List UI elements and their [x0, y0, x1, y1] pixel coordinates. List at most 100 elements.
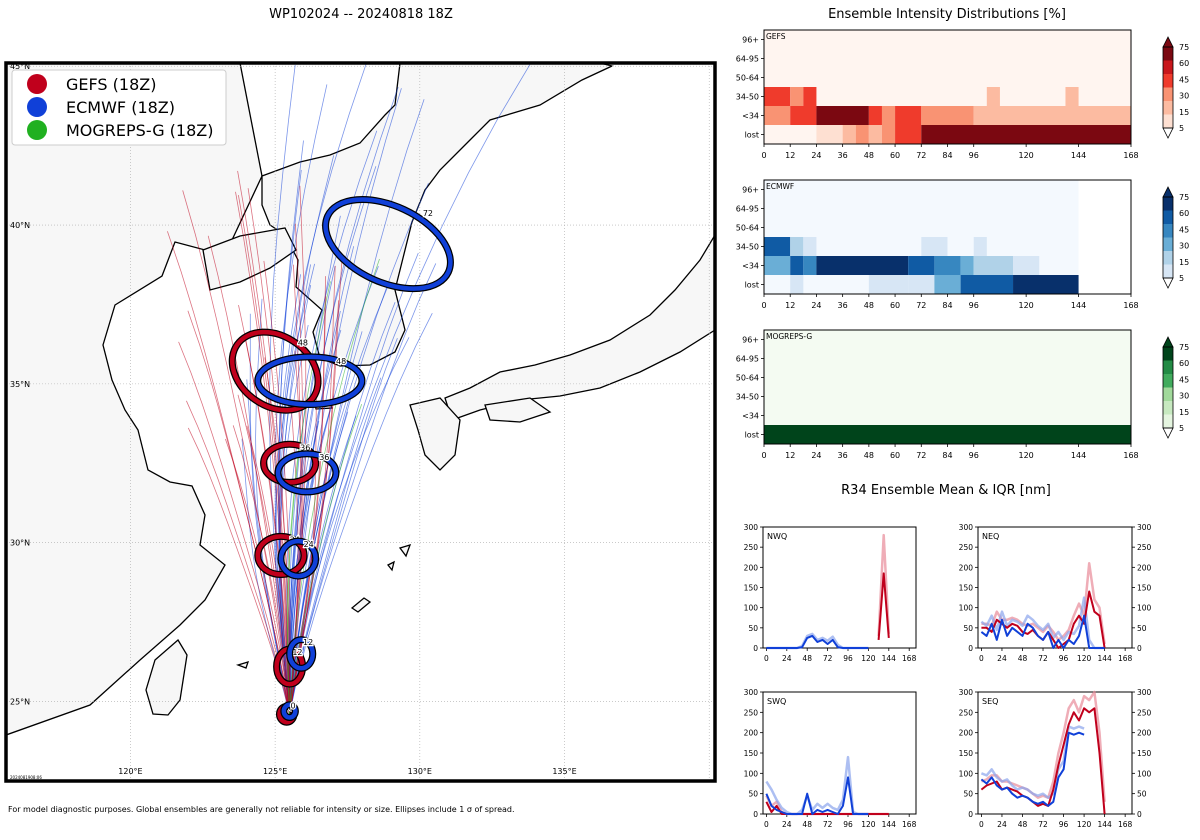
r34-y-tick-label: 250 [744, 708, 759, 717]
r34-x-tick-label: 48 [1018, 820, 1028, 829]
heatmap-gefs: 96+ 64-95 50-64 34-50 <34 lost GEFS 0 12 24 36 48 60… [736, 29, 1189, 160]
r34-y-tick-label: 200 [1137, 563, 1152, 572]
legend-marker-gefs [27, 74, 47, 94]
r34-y-tick-label: 0 [968, 810, 973, 819]
heatmap-x-tick-label: 48 [864, 151, 874, 160]
colorbar-tick-label: 60 [1179, 209, 1189, 218]
ellipse-hour-label: 12 [303, 638, 313, 647]
land-masses [6, 63, 715, 736]
heatmap-cell [790, 256, 804, 275]
heatmap-cell [790, 237, 804, 256]
colorbar-segment [1163, 74, 1173, 88]
r34-panel-nwq: NWQ 0 24 48 72 96 120 144 168 0 50 100 150 200 250 300 [744, 523, 917, 663]
colorbar-segment [1163, 414, 1173, 428]
heatmap-row-label: 64-95 [736, 355, 759, 364]
r34-y-tick-label: 50 [748, 790, 758, 799]
r34-y-tick-label: 300 [744, 523, 759, 532]
colorbar-tick-label: 15 [1179, 408, 1189, 417]
colorbar-tick-label: 60 [1179, 59, 1189, 68]
colorbar-segment [1163, 360, 1173, 374]
ensemble-track [289, 396, 317, 715]
heatmap-cell [816, 125, 843, 144]
r34-x-tick-label: 120 [1077, 654, 1092, 663]
ellipse-hour-label: 0 [291, 702, 296, 711]
r34-y-tick-label: 300 [1137, 523, 1152, 532]
heatmap-cell [960, 275, 1014, 294]
heatmap-row-label: lost [745, 281, 759, 290]
ensemble-track [178, 341, 290, 715]
colorbar-extend-min [1162, 277, 1174, 289]
heatmap-x-tick-label: 36 [838, 451, 848, 460]
lat-tick-label: 30°N [10, 539, 30, 548]
colorbar-tick-label: 75 [1179, 43, 1189, 52]
r34-x-tick-label: 48 [802, 654, 812, 663]
r34-x-tick-label: 168 [1118, 654, 1133, 663]
land-taiwan [145, 639, 188, 716]
heatmap-cell [790, 87, 804, 106]
ellipse-ecmwf [323, 197, 453, 291]
heatmap-row-label: 64-95 [736, 55, 759, 64]
lat-tick-label: 40°N [10, 221, 30, 230]
heatmap-panel-label: ECMWF [766, 182, 794, 191]
colorbar-segment [1163, 224, 1173, 238]
lon-tick-label: 135°E [552, 767, 576, 776]
heatmap-row-label: 34-50 [736, 93, 759, 102]
heatmap-row-label: 34-50 [736, 243, 759, 252]
heatmap-x-tick-label: 72 [916, 301, 926, 310]
colorbar-extend-min [1162, 127, 1174, 139]
heatmap-cell [1013, 256, 1040, 275]
heatmap-cell [868, 275, 909, 294]
intensity-heatmaps: 96+ 64-95 50-64 34-50 <34 lost GEFS 0 12 24 36 48 60… [736, 29, 1189, 460]
heatmap-cell [764, 256, 791, 275]
land-japan-kyushu [409, 397, 461, 471]
r34-y-tick-label: 0 [753, 810, 758, 819]
ellipse-gefs [261, 441, 318, 485]
heatmap-x-tick-label: 144 [1071, 451, 1086, 460]
r34-y-tick-label: 50 [963, 790, 973, 799]
heatmap-panel-label: GEFS [766, 32, 786, 41]
r34-x-tick-label: 72 [823, 654, 833, 663]
r34-frame [762, 526, 917, 649]
r34-y-tick-label: 250 [959, 543, 974, 552]
map-frame [4, 61, 717, 783]
legend-label-ecmwf: ECMWF (18Z) [66, 98, 175, 117]
ensemble-track [207, 235, 290, 715]
heatmap-cell [764, 106, 791, 125]
r34-x-tick-label: 72 [1038, 820, 1048, 829]
colorbar-segment [1163, 87, 1173, 101]
ensemble-track [289, 338, 398, 715]
r34-y-tick-label: 200 [959, 563, 974, 572]
heatmap-mogreps-g: 96+ 64-95 50-64 34-50 <34 lost MOGREPS-G 0 12 24 3… [736, 329, 1189, 460]
r34-x-tick-label: 96 [843, 654, 853, 663]
ensemble-tracks [167, 63, 531, 715]
heatmap-x-tick-label: 60 [890, 151, 900, 160]
heatmap-x-tick-label: 12 [785, 451, 795, 460]
heatmap-x-tick-label: 144 [1071, 151, 1086, 160]
ensemble-track [238, 195, 290, 715]
heatmap-cell [921, 125, 1131, 144]
lat-tick-label: 45°N [10, 62, 30, 71]
heatmap-cell [764, 425, 1131, 444]
r34-y-tick-label: 100 [959, 604, 974, 613]
legend-marker-mogreps [27, 120, 47, 140]
colorbar-segment [1163, 101, 1173, 115]
heatmap-cell [803, 256, 817, 275]
r34-y-tick-label: 250 [744, 543, 759, 552]
heatmap-x-tick-label: 12 [785, 151, 795, 160]
r34-y-tick-label: 50 [748, 624, 758, 633]
r34-panel-swq: SWQ 0 24 48 72 96 120 144 168 0 50 100 150 200 250 300 [744, 688, 917, 829]
r34-y-tick-label: 300 [959, 523, 974, 532]
r34-x-tick-label: 0 [979, 654, 984, 663]
r34-y-tick-label: 150 [1137, 584, 1152, 593]
r34-y-tick-label: 100 [1137, 769, 1152, 778]
colorbar-segment [1163, 47, 1173, 61]
ellipse-gefs [255, 534, 307, 577]
colorbar-tick-label: 75 [1179, 343, 1189, 352]
heatmap-x-tick-label: 48 [864, 451, 874, 460]
r34-x-tick-label: 96 [843, 820, 853, 829]
land-ryukyu [235, 544, 412, 669]
heatmap-row-label: 50-64 [736, 374, 759, 383]
heatmap-row-label: 96+ [742, 336, 759, 345]
